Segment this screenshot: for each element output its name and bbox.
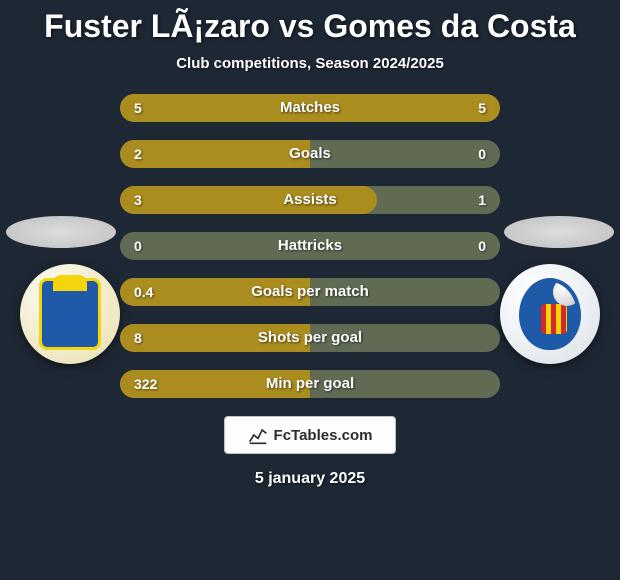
- stat-value-left: 3: [134, 186, 142, 214]
- stat-row: Goals20: [120, 140, 500, 168]
- stat-value-right: 1: [478, 186, 486, 214]
- stat-value-left: 2: [134, 140, 142, 168]
- stat-bar-right: [310, 94, 500, 122]
- stat-bars: Matches55Goals20Assists31Hattricks00Goal…: [120, 94, 500, 398]
- player-left-avatar-placeholder: [6, 216, 116, 248]
- stat-row: Min per goal322: [120, 370, 500, 398]
- stat-bar-right: [310, 278, 500, 306]
- stat-bar-right-fill: [310, 94, 500, 122]
- comparison-panel: Matches55Goals20Assists31Hattricks00Goal…: [0, 94, 620, 488]
- page-title: Fuster LÃ¡zaro vs Gomes da Costa: [0, 0, 620, 45]
- stat-value-left: 8: [134, 324, 142, 352]
- stat-bar-left: [120, 232, 310, 260]
- stat-row: Shots per goal8: [120, 324, 500, 352]
- stat-row: Hattricks00: [120, 232, 500, 260]
- stat-bar-left: [120, 324, 310, 352]
- stat-value-left: 5: [134, 94, 142, 122]
- club-badge-right: [500, 264, 600, 364]
- stat-bar-right: [310, 232, 500, 260]
- stat-bar-right: [310, 324, 500, 352]
- player-right-avatar-placeholder: [504, 216, 614, 248]
- stat-value-right: 5: [478, 94, 486, 122]
- stat-bar-right: [310, 140, 500, 168]
- stat-bar-right: [310, 186, 500, 214]
- stat-bar-left: [120, 94, 310, 122]
- brand-box: FcTables.com: [224, 416, 396, 454]
- subtitle: Club competitions, Season 2024/2025: [0, 55, 620, 72]
- stat-bar-right-fill: [310, 186, 377, 214]
- stat-bar-right: [310, 370, 500, 398]
- stat-row: Assists31: [120, 186, 500, 214]
- stat-value-left: 0.4: [134, 278, 153, 306]
- crest-getafe: [519, 278, 581, 350]
- stat-bar-left-fill: [120, 324, 310, 352]
- stat-bar-left: [120, 186, 310, 214]
- stat-value-right: 0: [478, 140, 486, 168]
- chart-icon: [248, 425, 268, 445]
- stat-row: Matches55: [120, 94, 500, 122]
- stat-row: Goals per match0.4: [120, 278, 500, 306]
- stat-bar-left-fill: [120, 140, 310, 168]
- brand-text: FcTables.com: [274, 427, 373, 444]
- stat-bar-left-fill: [120, 94, 310, 122]
- club-badge-left: [20, 264, 120, 364]
- stat-bar-left: [120, 140, 310, 168]
- stat-value-left: 0: [134, 232, 142, 260]
- crest-las-palmas: [39, 278, 101, 350]
- stat-value-left: 322: [134, 370, 157, 398]
- stat-bar-left-fill: [120, 186, 310, 214]
- stat-value-right: 0: [478, 232, 486, 260]
- footer-date: 5 january 2025: [0, 470, 620, 488]
